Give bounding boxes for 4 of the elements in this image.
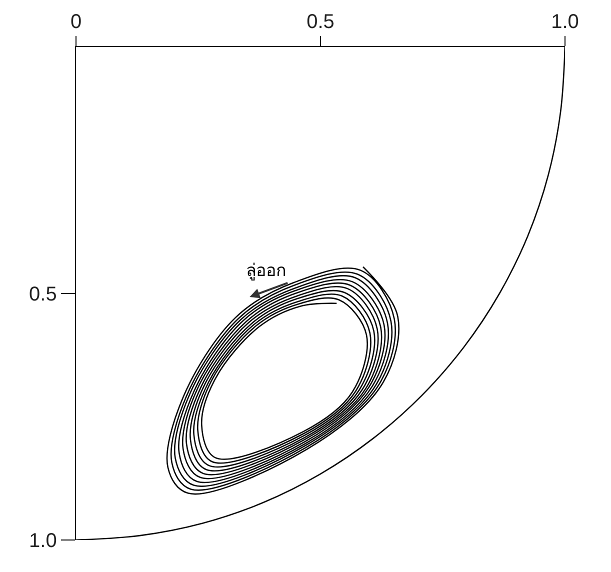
x-tick-label: 0: [70, 10, 82, 33]
annotation: ลู่ออก: [246, 261, 286, 281]
x-tick-label: 1.0: [551, 10, 579, 33]
x-tick-label: 0.5: [306, 10, 334, 33]
